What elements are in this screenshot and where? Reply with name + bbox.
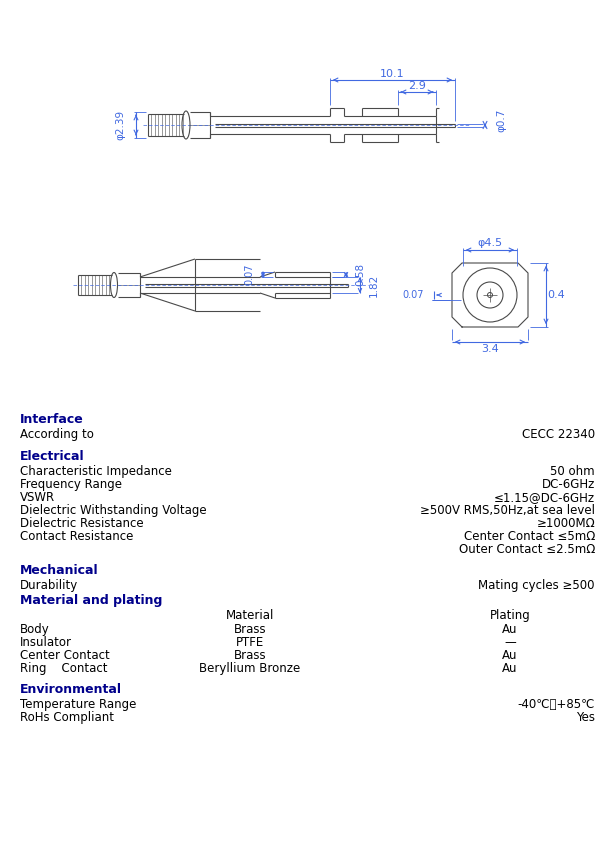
Text: Beryllium Bronze: Beryllium Bronze — [199, 662, 301, 675]
Text: Au: Au — [502, 662, 518, 675]
Text: 0.07: 0.07 — [403, 290, 424, 300]
Text: Center Contact ≤5mΩ: Center Contact ≤5mΩ — [463, 530, 595, 543]
Text: Brass: Brass — [234, 649, 266, 662]
Text: Plating: Plating — [490, 609, 530, 622]
Text: Au: Au — [502, 649, 518, 662]
Text: Insulator: Insulator — [20, 636, 72, 649]
Text: 2.9: 2.9 — [408, 81, 426, 91]
Text: Yes: Yes — [576, 711, 595, 724]
Text: φ2.39: φ2.39 — [115, 110, 125, 140]
Text: 3.4: 3.4 — [481, 344, 499, 354]
Text: Interface: Interface — [20, 413, 84, 426]
Text: Temperature Range: Temperature Range — [20, 698, 136, 711]
Text: Environmental: Environmental — [20, 683, 122, 696]
Text: 0.58: 0.58 — [355, 263, 365, 286]
Text: Center Contact: Center Contact — [20, 649, 110, 662]
Text: Contact Resistance: Contact Resistance — [20, 530, 133, 543]
Text: Ring    Contact: Ring Contact — [20, 662, 108, 675]
Text: VSWR: VSWR — [20, 491, 55, 504]
Text: Brass: Brass — [234, 623, 266, 636]
Text: 0.4: 0.4 — [547, 290, 565, 300]
Text: -40℃～+85℃: -40℃～+85℃ — [518, 698, 595, 711]
Text: Electrical: Electrical — [20, 450, 85, 463]
Text: ≥1000MΩ: ≥1000MΩ — [537, 517, 595, 530]
Text: Mechanical: Mechanical — [20, 564, 99, 577]
Text: According to: According to — [20, 428, 94, 441]
Text: 50 ohm: 50 ohm — [551, 465, 595, 478]
Text: φ0.7: φ0.7 — [496, 108, 506, 132]
Text: φ4.5: φ4.5 — [477, 238, 502, 248]
Text: Dielectric Withstanding Voltage: Dielectric Withstanding Voltage — [20, 504, 206, 517]
Text: Body: Body — [20, 623, 50, 636]
Text: Characteristic Impedance: Characteristic Impedance — [20, 465, 172, 478]
Text: Au: Au — [502, 623, 518, 636]
Text: —: — — [504, 636, 516, 649]
Text: 0.07: 0.07 — [244, 264, 254, 285]
Text: Mating cycles ≥500: Mating cycles ≥500 — [479, 579, 595, 592]
Text: 10.1: 10.1 — [380, 69, 405, 79]
Text: Material and plating: Material and plating — [20, 594, 163, 607]
Text: Dielectric Resistance: Dielectric Resistance — [20, 517, 144, 530]
Text: Material: Material — [226, 609, 274, 622]
Text: 1.82: 1.82 — [369, 273, 379, 297]
Text: CECC 22340: CECC 22340 — [522, 428, 595, 441]
Text: Outer Contact ≤2.5mΩ: Outer Contact ≤2.5mΩ — [459, 543, 595, 556]
Text: RoHs Compliant: RoHs Compliant — [20, 711, 114, 724]
Text: ≥500V RMS,50Hz,at sea level: ≥500V RMS,50Hz,at sea level — [420, 504, 595, 517]
Text: Frequency Range: Frequency Range — [20, 478, 122, 491]
Text: PTFE: PTFE — [236, 636, 264, 649]
Text: Durability: Durability — [20, 579, 78, 592]
Text: ≤1.15@DC-6GHz: ≤1.15@DC-6GHz — [494, 491, 595, 504]
Text: DC-6GHz: DC-6GHz — [541, 478, 595, 491]
